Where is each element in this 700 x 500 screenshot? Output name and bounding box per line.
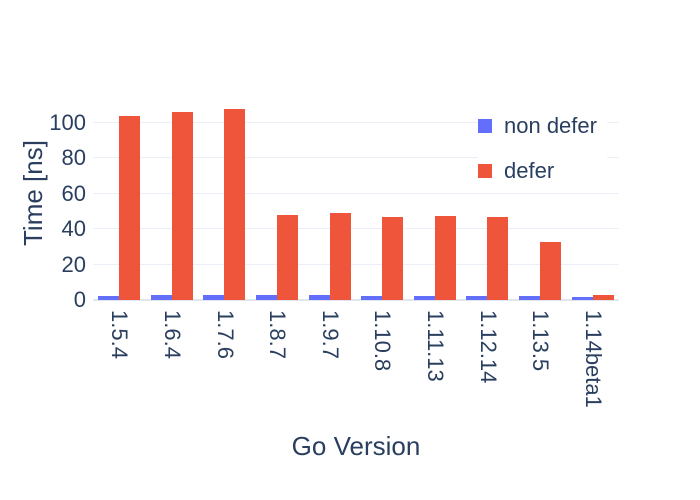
legend-swatch-icon xyxy=(478,163,492,178)
y-tick-label: 80 xyxy=(61,145,86,171)
bar-defer-1.12.14[interactable] xyxy=(487,216,509,300)
x-tick-label: 1.5.4 xyxy=(107,310,133,359)
bar-group-1.6.4 xyxy=(146,100,199,300)
legend-label: non defer xyxy=(504,113,597,138)
y-tick-label: 60 xyxy=(61,180,86,206)
bar-non-defer-1.10.8[interactable] xyxy=(361,295,383,300)
bar-non-defer-1.5.4[interactable] xyxy=(98,295,120,300)
zero-line xyxy=(93,299,619,301)
bar-defer-1.5.4[interactable] xyxy=(119,115,141,300)
y-axis-title: Time [ns] xyxy=(18,140,48,246)
x-axis-tick-labels: 1.5.4 1.6.4 1.7.6 1.8.7 1.9.7 1.10.8 1.11.13 1.… xyxy=(93,310,619,440)
x-tick-label: 1.14beta1 xyxy=(580,310,606,408)
x-tick-label: 1.12.14 xyxy=(475,310,501,384)
bar-group-1.5.4 xyxy=(93,100,146,300)
bar-defer-1.14beta1[interactable] xyxy=(592,294,614,300)
bar-non-defer-1.14beta1[interactable] xyxy=(571,296,593,300)
x-tick-label: 1.13.5 xyxy=(528,310,554,372)
bar-non-defer-1.7.6[interactable] xyxy=(203,294,225,300)
legend-item-defer[interactable]: defer xyxy=(478,148,597,193)
x-tick-label: 1.9.7 xyxy=(317,310,343,359)
legend-label: defer xyxy=(504,158,555,183)
legend: non defer defer xyxy=(478,103,607,193)
y-axis-tick-labels: 0 20 40 60 80 100 xyxy=(0,100,88,312)
gridline xyxy=(93,157,619,159)
legend-item-non-defer[interactable]: non defer xyxy=(478,103,597,148)
bar-non-defer-1.9.7[interactable] xyxy=(308,294,330,300)
bar-group-1.13.5 xyxy=(514,100,567,300)
bar-defer-1.9.7[interactable] xyxy=(329,213,351,300)
bar-defer-1.6.4[interactable] xyxy=(171,112,193,300)
gridline xyxy=(93,228,619,230)
bar-defer-1.10.8[interactable] xyxy=(382,216,404,300)
bar-defer-1.11.13[interactable] xyxy=(434,215,456,300)
y-tick-label: 0 xyxy=(73,287,86,312)
bar-defer-1.13.5[interactable] xyxy=(540,241,562,300)
bar-group-1.14beta1 xyxy=(566,100,619,300)
x-tick-label: 1.10.8 xyxy=(370,310,396,372)
x-axis-title: Go Version xyxy=(291,431,421,461)
bar-group-1.12.14 xyxy=(461,100,514,300)
y-tick-label: 40 xyxy=(61,216,86,242)
bar-defer-1.8.7[interactable] xyxy=(277,215,299,300)
bars-layer xyxy=(93,100,619,300)
bar-group-1.7.6 xyxy=(198,100,251,300)
y-tick-label: 20 xyxy=(61,251,86,277)
bar-group-1.10.8 xyxy=(356,100,409,300)
legend-swatch-icon xyxy=(478,118,492,133)
bar-group-1.8.7 xyxy=(251,100,304,300)
y-tick-label: 100 xyxy=(49,110,86,135)
bar-non-defer-1.12.14[interactable] xyxy=(466,295,488,300)
bar-non-defer-1.13.5[interactable] xyxy=(519,295,541,300)
bar-non-defer-1.6.4[interactable] xyxy=(150,294,172,300)
bar-group-1.9.7 xyxy=(303,100,356,300)
x-tick-label: 1.6.4 xyxy=(159,310,185,359)
gridline xyxy=(93,192,619,194)
x-tick-label: 1.11.13 xyxy=(422,310,448,382)
bar-non-defer-1.8.7[interactable] xyxy=(256,294,278,300)
x-tick-label: 1.8.7 xyxy=(265,310,291,359)
gridline xyxy=(93,263,619,265)
x-tick-label: 1.7.6 xyxy=(212,310,238,359)
bar-defer-1.7.6[interactable] xyxy=(224,108,246,300)
bar-group-1.11.13 xyxy=(409,100,462,300)
bar-non-defer-1.11.13[interactable] xyxy=(413,295,435,300)
gridline xyxy=(93,122,619,124)
